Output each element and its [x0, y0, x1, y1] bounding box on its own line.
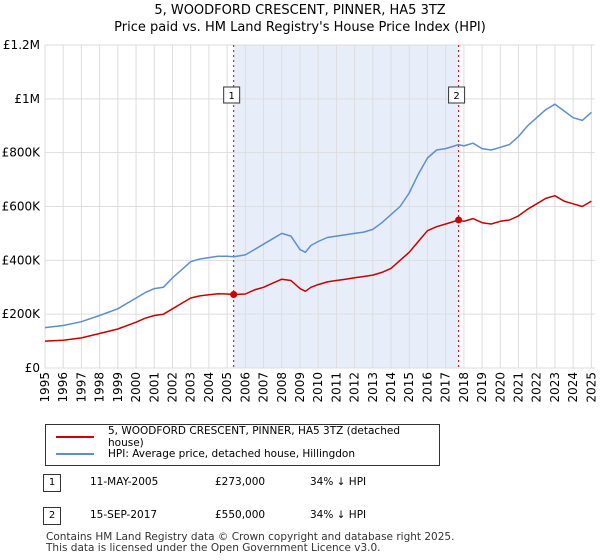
sale-price-1: £273,000	[215, 476, 266, 488]
x-tick-label: 2015	[402, 372, 416, 403]
x-tick-label: 2016	[420, 372, 434, 403]
legend-blue-label: HPI: Average price, detached house, Hill…	[108, 448, 355, 460]
x-tick-label: 2000	[129, 372, 143, 403]
sale-price-2: £550,000	[215, 509, 266, 521]
footer-line-1: Contains HM Land Registry data © Crown c…	[46, 531, 455, 543]
sale-label-box	[448, 86, 466, 104]
sale-row-1: 1 11-MAY-2005 £273,000 34% ↓ HPI	[40, 474, 460, 494]
x-tick-label: 2004	[202, 372, 216, 403]
x-tick-label: 2018	[457, 372, 471, 403]
x-tick-label: 2005	[220, 372, 234, 403]
chart-title: 5, WOODFORD CRESCENT, PINNER, HA5 3TZ	[154, 3, 445, 18]
x-tick-label: 1998	[93, 372, 107, 403]
sale-hpi-1: 34% ↓ HPI	[310, 476, 367, 488]
x-tick-label: 2001	[147, 372, 161, 403]
y-tick-label: £200K	[2, 307, 42, 321]
y-tick-label: £0	[25, 361, 40, 375]
x-tick-label: 2022	[530, 372, 544, 403]
series-line	[44, 194, 592, 342]
x-tick-label: 2002	[165, 372, 179, 403]
x-tick-label: 1997	[74, 372, 88, 403]
y-tick-label: £1.2M	[3, 38, 40, 52]
y-tick-label: £400K	[2, 253, 42, 267]
y-tick-label: £1M	[14, 92, 40, 106]
sale-label-text: 2	[453, 91, 459, 102]
x-tick-label: 1996	[56, 372, 70, 403]
legend-blue-line	[56, 453, 94, 455]
legend-red-line	[56, 436, 94, 438]
x-tick-label: 2013	[366, 372, 380, 403]
x-tick-label: 2025	[584, 372, 598, 403]
sale-label-text: 1	[228, 91, 234, 102]
y-tick-label: £800K	[2, 146, 42, 160]
x-tick-label: 2021	[512, 372, 526, 403]
sale-point	[230, 291, 238, 299]
x-tick-label: 2017	[439, 372, 453, 403]
x-tick-label: 2006	[238, 372, 252, 403]
sale-marker-2: 2	[43, 507, 61, 525]
x-tick-label: 2003	[184, 372, 198, 403]
sale-date-1: 11-MAY-2005	[90, 476, 159, 488]
sale-hpi-2: 34% ↓ HPI	[310, 509, 367, 521]
footer: Contains HM Land Registry data © Crown c…	[46, 532, 586, 554]
x-tick-label: 2008	[275, 372, 289, 403]
x-tick-label: 2019	[475, 372, 489, 403]
sale-marker-1: 1	[43, 474, 61, 492]
x-tick-label: 2011	[329, 372, 343, 403]
footer-line-2: This data is licensed under the Open Gov…	[46, 542, 381, 554]
sale-point	[455, 216, 463, 224]
x-tick-label: 2012	[348, 372, 362, 403]
y-tick-label: £600K	[2, 200, 42, 214]
legend-item-hpi: HPI: Average price, detached house, Hill…	[56, 445, 355, 463]
x-tick-label: 2010	[311, 372, 325, 403]
series-line	[44, 103, 592, 329]
sale-date-2: 15-SEP-2017	[90, 509, 158, 521]
x-tick-label: 2023	[548, 372, 562, 403]
x-tick-label: 2024	[566, 372, 580, 403]
sale-row-2: 2 15-SEP-2017 £550,000 34% ↓ HPI	[40, 507, 460, 527]
price-chart: 5, WOODFORD CRESCENT, PINNER, HA5 3TZ Pr…	[2, 3, 599, 403]
chart-subtitle: Price paid vs. HM Land Registry's House …	[114, 20, 486, 35]
x-tick-label: 2009	[293, 372, 307, 403]
legend: 5, WOODFORD CRESCENT, PINNER, HA5 3TZ (d…	[45, 424, 440, 466]
x-tick-label: 1999	[111, 372, 125, 403]
legend-item-price: 5, WOODFORD CRESCENT, PINNER, HA5 3TZ (d…	[56, 425, 439, 449]
legend-red-label: 5, WOODFORD CRESCENT, PINNER, HA5 3TZ (d…	[107, 425, 400, 449]
x-tick-label: 2007	[257, 372, 271, 403]
x-tick-label: 2014	[384, 372, 398, 403]
x-tick-label: 2020	[493, 372, 507, 403]
x-tick-label: 1995	[38, 372, 52, 403]
sale-label-box	[223, 86, 241, 104]
